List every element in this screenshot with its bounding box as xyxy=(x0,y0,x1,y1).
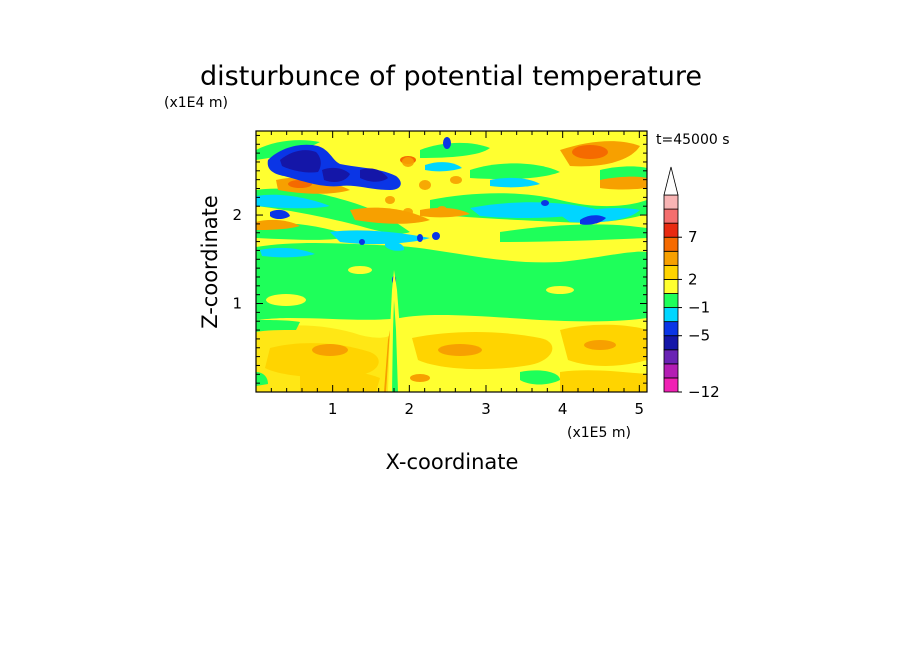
time-label: t=45000 s xyxy=(656,132,730,148)
lower-orange-patches xyxy=(256,324,647,392)
colorbar: 7 2 −1 −5 −12 xyxy=(663,166,720,401)
y-tick-label: 1 xyxy=(232,295,242,313)
colorbar-tick-label: 7 xyxy=(688,228,698,246)
vertical-plume xyxy=(384,270,404,392)
x-tick-label: 1 xyxy=(328,400,338,418)
colorbar-swatch xyxy=(663,335,679,351)
x-tick-label: 3 xyxy=(481,400,491,418)
colorbar-extend-arrow xyxy=(663,166,679,196)
colorbar-swatch xyxy=(663,293,679,308)
x-scale-note: (x1E5 m) xyxy=(567,425,631,441)
colorbar-swatch xyxy=(663,363,679,379)
colorbar-swatch xyxy=(663,349,679,365)
x-tick-label: 2 xyxy=(405,400,415,418)
colorbar-tick-label: −12 xyxy=(688,383,720,401)
x-tick-label: 4 xyxy=(558,400,568,418)
middle-green-band xyxy=(256,243,647,386)
x-axis-ticks: 1 2 3 4 5 xyxy=(255,131,645,418)
colorbar-swatch xyxy=(663,222,679,238)
x-axis-label: X-coordinate xyxy=(386,450,519,474)
upper-cyan-streaks xyxy=(256,162,640,258)
y-axis-ticks: 12 xyxy=(232,134,647,384)
colorbar-swatch xyxy=(663,377,679,393)
colorbar-swatch xyxy=(663,321,679,337)
colorbar-swatch xyxy=(663,307,679,323)
colorbar-swatch xyxy=(663,194,679,210)
colorbar-tick-label: −1 xyxy=(688,299,710,317)
colorbar-swatch xyxy=(663,250,679,266)
y-scale-note: (x1E4 m) xyxy=(164,95,228,111)
colorbar-tick-label: −5 xyxy=(688,327,710,345)
plot-frame xyxy=(255,130,648,393)
chart-title: disturbunce of potential temperature xyxy=(200,61,702,92)
colorbar-swatch xyxy=(663,208,679,224)
colorbar-swatch xyxy=(663,236,679,252)
y-axis-label: Z-coordinate xyxy=(198,195,222,329)
contour-field xyxy=(256,131,647,392)
upper-blue-cores xyxy=(267,137,606,284)
y-tick-label: 2 xyxy=(232,206,242,224)
colorbar-swatch xyxy=(663,279,679,294)
x-tick-label: 5 xyxy=(635,400,645,418)
colorbar-swatch xyxy=(663,264,679,280)
colorbar-tick-label: 2 xyxy=(688,270,698,288)
